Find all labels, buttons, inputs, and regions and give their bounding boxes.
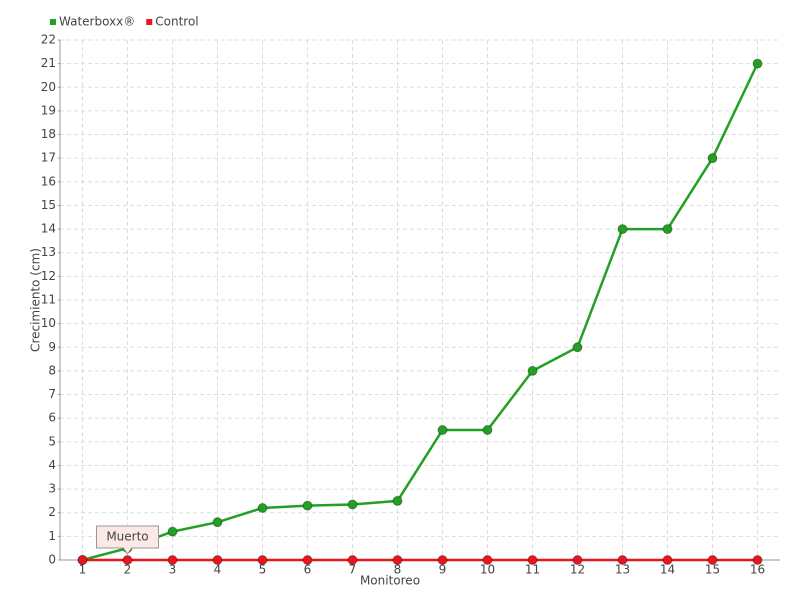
legend-swatch [50,19,56,25]
x-tick-label: 9 [439,563,447,577]
annotation: Muerto [96,525,159,555]
annotation-box [96,525,159,555]
data-point [572,555,583,565]
y-tick-label: 14 [41,222,56,236]
data-point [752,555,763,565]
x-tick-label: 8 [394,563,402,577]
legend-label: Waterboxx® [59,15,135,29]
y-tick-label: 2 [48,505,56,519]
y-tick-label: 0 [48,553,56,567]
y-tick-label: 7 [48,387,56,401]
data-point [212,517,223,528]
data-point [527,365,538,376]
data-point [257,555,268,565]
x-tick-label: 14 [660,563,675,577]
data-point [437,425,448,435]
x-tick-label: 16 [750,563,765,577]
data-point [572,342,583,353]
data-point [257,503,268,513]
data-point [617,224,628,235]
y-tick-label: 11 [41,293,56,307]
x-tick-label: 3 [169,563,177,577]
y-tick-label: 12 [41,269,56,283]
data-point [662,224,673,235]
data-point [212,555,223,565]
y-tick-label: 1 [48,529,56,543]
data-point [662,555,673,565]
y-tick-label: 15 [41,198,56,212]
x-tick-label: 2 [124,563,132,577]
data-point [167,526,178,537]
annotation-text: Muerto [106,530,148,544]
y-tick-label: 20 [41,80,56,94]
data-point [707,555,718,565]
y-tick-label: 13 [41,245,56,259]
data-point [617,555,628,565]
x-tick-label: 1 [79,563,87,577]
data-point [77,555,88,565]
data-point [167,555,178,565]
y-tick-label: 22 [41,33,56,47]
data-point [527,555,538,565]
legend-label: Control [155,15,198,29]
data-point [302,500,313,511]
x-tick-label: 15 [705,563,720,577]
data-point [437,555,448,565]
x-tick-label: 11 [525,563,540,577]
x-tick-label: 10 [480,563,495,577]
data-point [707,153,718,164]
x-tick-label: 12 [570,563,585,577]
x-tick-label: 7 [349,563,357,577]
y-tick-label: 17 [41,151,56,165]
data-point [752,58,763,69]
y-tick-label: 4 [48,458,56,472]
data-point [392,495,403,506]
y-tick-label: 18 [41,127,56,141]
x-tick-label: 5 [259,563,267,577]
data-point [482,425,493,435]
y-axis-label: Crecimiento (cm) [29,248,43,352]
x-axis-label: Monitoreo [360,574,420,588]
x-tick-label: 4 [214,563,222,577]
y-tick-label: 16 [41,174,56,188]
data-point [347,555,358,565]
data-point [347,499,358,510]
series-line [82,63,759,562]
legend-swatch [146,19,153,25]
y-tick-label: 21 [41,56,56,70]
y-tick-label: 3 [48,482,56,496]
data-point [302,555,313,565]
x-tick-label: 13 [615,563,630,577]
y-tick-label: 6 [48,411,56,425]
y-tick-label: 19 [41,103,56,117]
y-tick-label: 8 [48,363,56,377]
y-tick-label: 5 [48,434,56,448]
y-tick-label: 10 [41,316,56,330]
data-point [392,555,403,565]
data-point [122,555,133,565]
x-tick-label: 6 [304,563,312,577]
y-tick-label: 9 [48,340,56,354]
data-point [482,555,493,565]
